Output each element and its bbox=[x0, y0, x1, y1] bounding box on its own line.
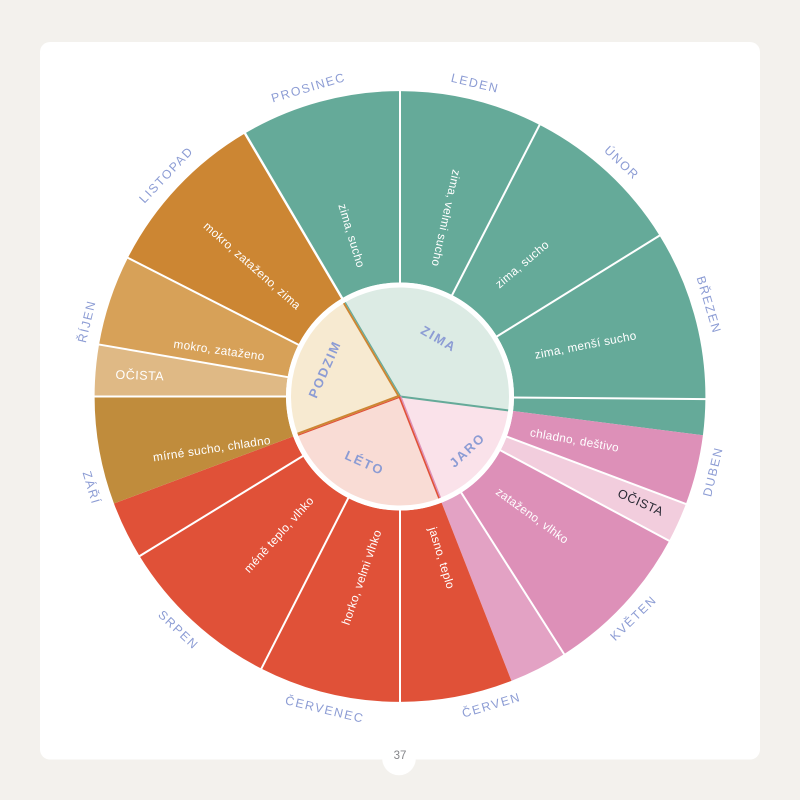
svg-text:OČISTA: OČISTA bbox=[115, 367, 164, 384]
svg-text:37: 37 bbox=[394, 750, 407, 762]
